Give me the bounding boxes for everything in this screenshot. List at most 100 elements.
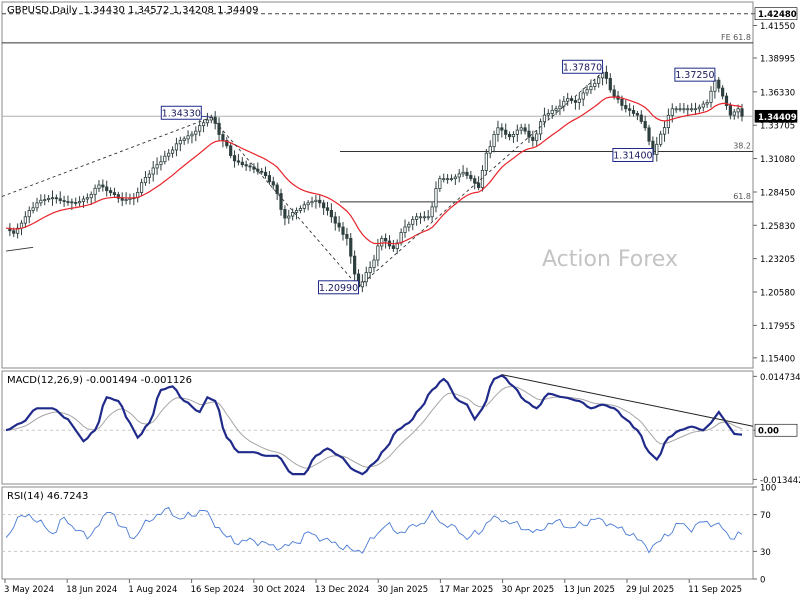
price-axis-tick-label: 1.36330 [760,88,795,98]
price-candle-body [476,182,481,188]
price-candle-body [535,133,539,141]
trendline-dashed-recovery [358,71,603,288]
price-candle-body [581,92,585,100]
price-candle-body [97,184,101,189]
price-candle-body [403,226,407,233]
price-candle-body [108,190,113,194]
price-candle-body [182,138,186,141]
price-candle-body [639,114,643,122]
price-candle-body [523,127,527,132]
price-candle-body [686,108,690,111]
price-candle-body [426,216,430,219]
price-candle-body [724,95,729,106]
price-candle-body [43,199,47,201]
fib-level-label: 38.2 [733,141,751,150]
moving-average-line [5,96,743,245]
price-candle-body [635,113,640,116]
price-candle-body [659,133,663,145]
rsi-axis-tick-label: 70 [760,511,771,521]
price-candle-body [461,171,465,175]
price-candle-body [306,202,310,206]
price-candle-body [445,178,450,181]
price-candle-body [411,219,415,225]
price-candle-body [240,161,244,166]
x-axis-label: 3 May 2024 [4,585,54,595]
price-candle-body [465,171,469,176]
price-candle-body [496,127,500,135]
macd-axis-tick-label: -0.013442 [760,476,800,486]
price-candle-body [89,194,93,199]
price-candle-body [329,210,333,218]
price-candle-body [713,79,717,92]
price-candle-body [380,237,384,247]
price-candle-body [457,173,461,178]
price-candle-body [670,108,674,116]
rsi-line [5,506,743,554]
macd-trendline [501,374,754,427]
rsi-layer [2,506,753,554]
price-candle-body [236,160,241,163]
x-axis-label: 17 Mar 2025 [439,585,493,595]
price-candle-body [697,106,701,110]
price-candle-body [434,188,438,208]
price-candle-body [291,211,295,217]
price-candle-body [391,245,395,249]
price-candle-body [728,105,732,116]
price-candle-body [341,226,345,235]
macd-layer [2,374,754,476]
price-candle-body [325,207,330,211]
price-candle-body [294,210,299,213]
price-candle-body [318,199,322,204]
price-candle-body [93,187,97,195]
price-candle-body [372,259,376,269]
price-candle-body [271,181,275,186]
price-candle-body [604,71,609,79]
trendline-dashed-up [1,116,212,197]
macd-line [5,374,743,476]
price-candle-body [333,216,337,224]
x-axis-label: 30 Oct 2024 [253,585,306,595]
price-axis-tick-label: 1.38995 [760,54,795,64]
macd-axis-tick-label: 0.014734 [760,373,800,383]
price-candle-body [562,100,566,107]
price-candle-body [159,161,163,166]
price-candle-body [438,178,442,189]
price-candle-body [577,98,581,103]
price-candle-body [12,230,16,234]
price-callout-box [160,105,202,120]
macd-panel [1,370,754,485]
price-candle-body [709,90,713,103]
price-candle-body [643,121,647,129]
top-price-tag-bg [754,7,798,20]
price-candle-body [732,111,736,116]
price-candle-body [368,267,372,273]
short-trendline [5,246,34,252]
price-candle-body [201,122,206,127]
price-candle-body [47,197,51,200]
symbol-label: GBPUSD,Daily [7,5,78,16]
macd-signal-line [5,386,743,469]
price-candle-body [116,194,120,199]
price-candle-body [484,152,488,171]
price-candle-body [349,237,353,257]
price-candle-body [190,133,194,137]
price-candle-body [655,143,659,155]
price-candle-body [314,199,318,202]
price-candle-body [31,207,35,211]
price-candle-body [442,178,446,181]
price-candle-body [624,105,628,110]
price-candle-body [232,155,237,162]
price-candle-body [453,176,457,180]
watermark: Action Forex [542,247,678,272]
x-axis-label: 30 Apr 2025 [502,585,555,595]
x-axis-label: 13 Dec 2024 [315,585,369,595]
price-candle-body [58,198,62,201]
price-candle-body [662,127,667,135]
price-callout-label: 1.37250 [675,70,714,81]
price-candle-body [23,216,27,224]
price-candle-body [407,223,411,228]
price-candle-body [469,175,473,180]
price-candle-body [449,178,454,181]
price-candle-body [124,199,128,201]
